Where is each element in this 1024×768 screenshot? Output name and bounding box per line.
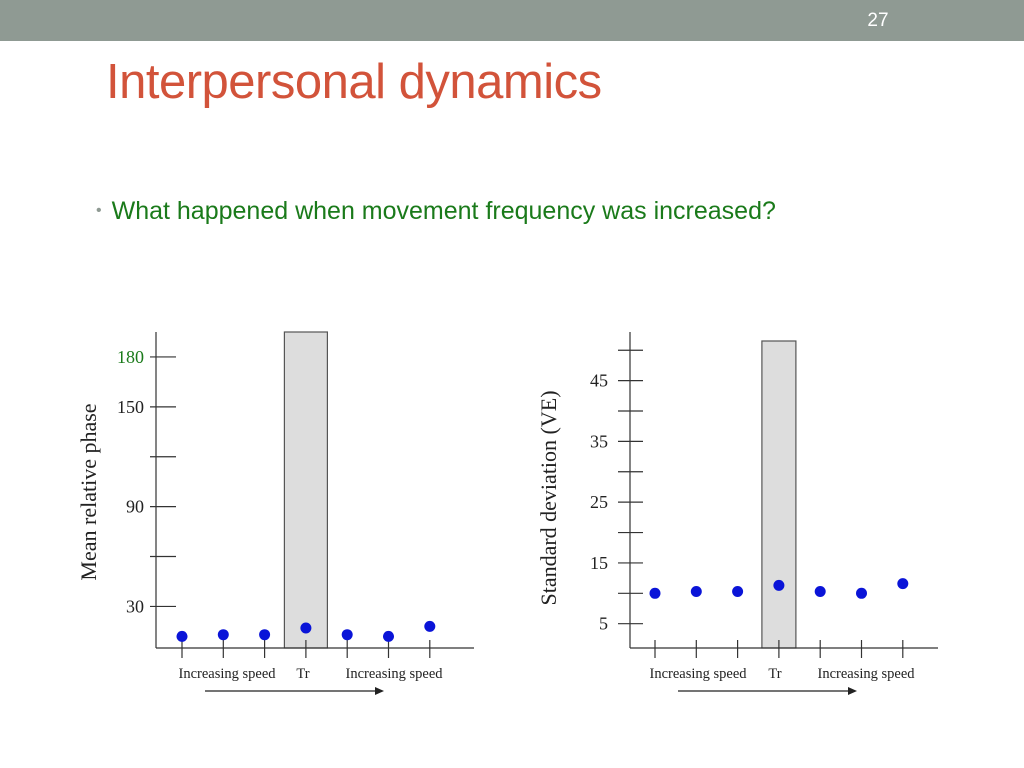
data-point — [259, 629, 271, 641]
top-bar — [0, 0, 1024, 41]
x-group-label: Increasing speed — [649, 666, 747, 682]
y-tick-label: 90 — [126, 497, 144, 517]
y-axis-label: Standard deviation (VE) — [536, 390, 561, 605]
slide-title: Interpersonal dynamics — [106, 55, 602, 109]
data-point — [383, 630, 394, 642]
bullet-text: What happened when movement frequency wa… — [111, 197, 776, 225]
data-point — [424, 620, 436, 632]
transition-bar — [283, 331, 328, 649]
y-axis-label: Mean relative phase — [76, 403, 101, 580]
y-tick-label: 5 — [599, 614, 608, 634]
bullet-item: • What happened when movement frequency w… — [96, 197, 776, 226]
y-tick-label: 45 — [590, 371, 608, 391]
arrow-head-icon — [848, 687, 857, 695]
data-point — [814, 585, 826, 597]
x-group-label: Tr — [768, 666, 781, 682]
slide-number: 27 — [867, 10, 889, 31]
arrow-head-icon — [375, 687, 384, 695]
bullet-dot-icon: • — [96, 202, 102, 219]
y-tick-label: 35 — [590, 431, 608, 451]
data-point — [773, 579, 785, 591]
x-group-label: Increasing speed — [178, 666, 276, 682]
y-tick-label: 30 — [126, 596, 144, 616]
data-point — [690, 585, 702, 597]
data-point — [856, 587, 867, 599]
x-group-label: Increasing speed — [345, 666, 443, 682]
y-tick-label: 25 — [590, 492, 608, 512]
x-group-label: Increasing speed — [817, 666, 915, 682]
transition-bar — [761, 340, 797, 649]
y-tick-label: 150 — [117, 397, 144, 417]
x-group-label: Tr — [296, 666, 309, 682]
data-point — [341, 629, 353, 641]
data-point — [897, 578, 909, 590]
data-point — [300, 622, 312, 634]
data-point — [217, 629, 229, 641]
data-point — [649, 587, 661, 599]
y-tick-label: 180 — [117, 347, 144, 367]
data-point — [732, 585, 744, 597]
data-point — [176, 630, 188, 642]
y-tick-label: 15 — [590, 553, 608, 573]
